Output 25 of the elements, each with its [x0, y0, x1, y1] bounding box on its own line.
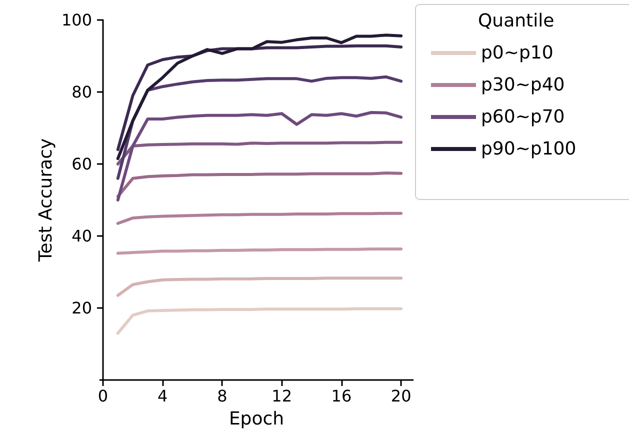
legend-label: p0~p10: [481, 42, 554, 64]
x-tick-label: 16: [331, 386, 352, 406]
legend-title: Quantile: [478, 10, 554, 32]
y-tick-label: 100: [61, 10, 92, 30]
line-series: [116, 111, 403, 202]
line-series: [116, 276, 403, 297]
legend-label: p30~p40: [481, 74, 565, 96]
x-tick-label: 20: [390, 386, 412, 406]
x-tick-label: 12: [272, 386, 292, 406]
line-series: [116, 307, 403, 335]
x-tick-label: 0: [98, 386, 108, 406]
line-series: [116, 140, 403, 166]
x-tick-label: 4: [158, 386, 168, 406]
line-series: [116, 172, 403, 198]
legend-label: p60~p70: [481, 106, 565, 128]
x-tick-label: 8: [217, 386, 228, 406]
line-series: [116, 34, 403, 160]
y-tick-label: 80: [72, 82, 92, 102]
line-series: [116, 212, 403, 225]
y-axis-title: Test Accuracy: [36, 138, 56, 263]
y-tick-label: 20: [72, 298, 92, 318]
legend-label: p90~p100: [481, 138, 576, 160]
y-tick-label: 60: [72, 154, 92, 174]
y-tick-label: 40: [72, 226, 92, 246]
x-axis-title: Epoch: [228, 408, 284, 430]
